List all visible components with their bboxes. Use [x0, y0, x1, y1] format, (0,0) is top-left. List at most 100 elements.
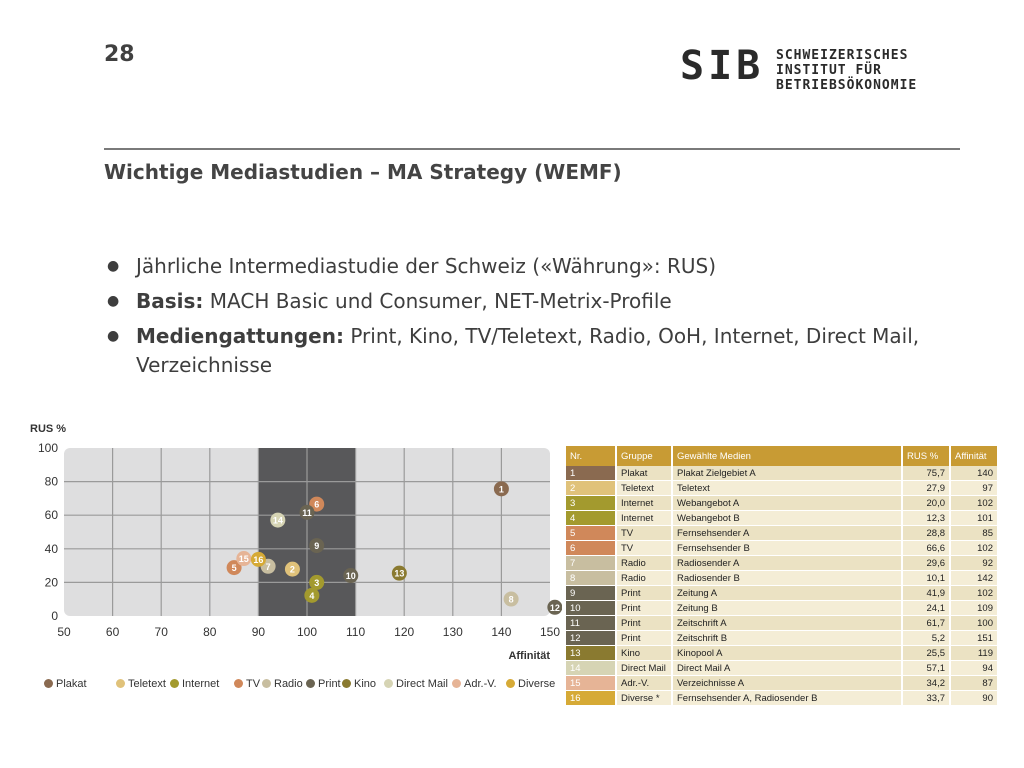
legend-label: Diverse: [518, 678, 556, 690]
table-cell-aff: 87: [950, 675, 999, 691]
table-cell-gruppe: Direct Mail: [616, 660, 673, 676]
legend-swatch-icon: [44, 679, 53, 688]
table-cell-rus: 61,7: [902, 615, 951, 631]
legend-swatch-icon: [306, 679, 315, 688]
logo-mark: SIB: [680, 43, 765, 89]
media-table: Nr. Gruppe Gewählte Medien RUS % Affinit…: [566, 446, 999, 706]
legend-item: TV: [234, 678, 260, 690]
data-point-label: 16: [253, 555, 263, 565]
legend-item: Radio: [262, 678, 303, 690]
y-tick-label: 80: [45, 475, 59, 489]
column-header: RUS %: [902, 446, 951, 466]
table-cell-nr: 6: [566, 540, 617, 556]
table-cell-nr: 8: [566, 570, 617, 586]
bullet-item: ● Jährliche Intermediastudie der Schweiz …: [104, 252, 934, 281]
table-cell-nr: 5: [566, 525, 617, 541]
legend-item: Adr.-V.: [452, 678, 497, 690]
table-cell-gruppe: Print: [616, 600, 673, 616]
data-point: [236, 551, 252, 567]
legend-label: Print: [318, 678, 341, 690]
x-tick-label: 120: [394, 625, 414, 639]
legend-label: TV: [246, 678, 261, 690]
table-cell-gruppe: Radio: [616, 555, 673, 571]
data-point-label: 4: [309, 591, 314, 601]
table-row: 8 Radio Radiosender B 10,1 142: [566, 570, 999, 586]
scatter-chart: 50 60 70 80 90 100 110 120 130 140 150 0 20 40 60 80 100…: [22, 418, 562, 708]
table-cell-rus: 75,7: [902, 466, 951, 481]
column-header: Gruppe: [616, 446, 673, 466]
table-cell-gruppe: Print: [616, 585, 673, 601]
table-cell-gruppe: Print: [616, 615, 673, 631]
data-point-label: 5: [232, 563, 237, 573]
table-cell-nr: 9: [566, 585, 617, 601]
table-cell-medien: Fernsehsender B: [672, 540, 903, 556]
legend-item: Kino: [342, 678, 376, 690]
legend-swatch-icon: [452, 679, 461, 688]
table-cell-medien: Webangebot A: [672, 495, 903, 511]
table-cell-medien: Zeitung B: [672, 600, 903, 616]
table-cell-medien: Radiosender B: [672, 570, 903, 586]
x-tick-label: 130: [443, 625, 463, 639]
table-cell-medien: Fernsehsender A, Radiosender B: [672, 690, 903, 706]
x-tick-label: 50: [57, 625, 71, 639]
table-row: 10 Print Zeitung B 24,1 109: [566, 600, 999, 616]
x-tick-label: 60: [106, 625, 120, 639]
legend-item: Internet: [170, 678, 219, 690]
table-cell-aff: 94: [950, 660, 999, 676]
legend-swatch-icon: [234, 679, 243, 688]
table-cell-medien: Verzeichnisse A: [672, 675, 903, 691]
data-point-label: 10: [346, 571, 356, 581]
table-row: 6 TV Fernsehsender B 66,6 102: [566, 540, 999, 556]
page-number: 28: [104, 42, 135, 67]
data-point-label: 6: [314, 500, 319, 510]
table-cell-rus: 20,0: [902, 495, 951, 511]
data-point-label: 15: [239, 554, 249, 564]
data-point: [309, 574, 325, 590]
data-point-label: 2: [290, 565, 295, 575]
bullet-icon: ●: [107, 328, 120, 344]
bullet-icon: ●: [107, 258, 120, 274]
y-axis-label: RUS %: [30, 423, 66, 435]
table-cell-medien: Direct Mail A: [672, 660, 903, 676]
table-cell-nr: 7: [566, 555, 617, 571]
table-cell-gruppe: Adr.-V.: [616, 675, 673, 691]
table-cell-medien: Radiosender A: [672, 555, 903, 571]
table-cell-aff: 140: [950, 466, 999, 481]
table-row: 5 TV Fernsehsender A 28,8 85: [566, 525, 999, 541]
table-row: 13 Kino Kinopool A 25,5 119: [566, 645, 999, 661]
table-row: 12 Print Zeitschrift B 5,2 151: [566, 630, 999, 646]
table-cell-rus: 25,5: [902, 645, 951, 661]
table-cell-rus: 28,8: [902, 525, 951, 541]
legend-label: Adr.-V.: [464, 678, 497, 690]
table-row: 16 Diverse * Fernsehsender A, Radiosender …: [566, 690, 999, 706]
logo-line: INSTITUT FÜR: [776, 63, 882, 78]
table-cell-rus: 66,6: [902, 540, 951, 556]
table-cell-medien: Zeitschrift A: [672, 615, 903, 631]
table-cell-aff: 119: [950, 645, 999, 661]
table-cell-nr: 1: [566, 466, 617, 481]
table-cell-aff: 151: [950, 630, 999, 646]
table-cell-aff: 142: [950, 570, 999, 586]
bullet-text: MACH Basic und Consumer, NET-Metrix-Prof…: [203, 289, 672, 313]
data-point: [309, 538, 325, 554]
x-axis-label: Affinität: [508, 650, 550, 662]
legend-swatch-icon: [262, 679, 271, 688]
table-cell-aff: 102: [950, 540, 999, 556]
data-point: [299, 504, 315, 520]
table-row: 7 Radio Radiosender A 29,6 92: [566, 555, 999, 571]
data-point: [503, 591, 519, 607]
table-cell-medien: Zeitung A: [672, 585, 903, 601]
table-row: 9 Print Zeitung A 41,9 102: [566, 585, 999, 601]
legend-item: Plakat: [44, 678, 87, 690]
table-cell-aff: 102: [950, 585, 999, 601]
x-tick-label: 70: [155, 625, 169, 639]
table-cell-rus: 41,9: [902, 585, 951, 601]
bullet-icon: ●: [107, 293, 120, 309]
table-cell-aff: 90: [950, 690, 999, 706]
bullet-text: Print, Kino, TV/Teletext, Radio, OoH, In…: [136, 324, 920, 377]
table-cell-gruppe: Print: [616, 630, 673, 646]
table-cell-aff: 85: [950, 525, 999, 541]
scatter-chart-svg: 50 60 70 80 90 100 110 120 130 140 150020406080100…: [30, 423, 562, 662]
data-point: [284, 561, 300, 577]
table-cell-gruppe: Internet: [616, 495, 673, 511]
